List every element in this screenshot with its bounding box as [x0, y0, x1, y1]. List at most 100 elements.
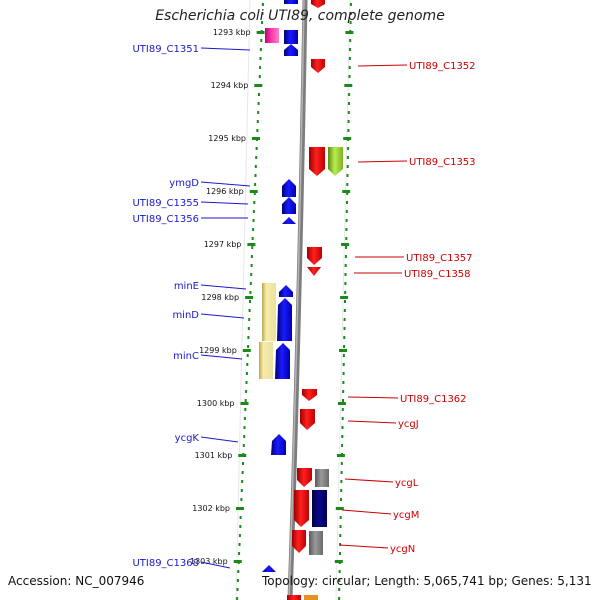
callout-line-right — [347, 396, 399, 399]
track-dot — [347, 147, 350, 150]
feature-ymgD[interactable] — [282, 179, 296, 197]
gene-label-left[interactable]: UTI89_C1351 — [132, 44, 199, 55]
tick-mark-left — [238, 454, 247, 457]
track-dot — [340, 480, 343, 483]
gene-label-left[interactable]: ymgD — [169, 178, 199, 189]
genome-backbone — [287, 0, 308, 600]
feature-ycgM[interactable] — [294, 490, 309, 527]
feature-C1355[interactable] — [282, 197, 296, 214]
track-dot — [346, 174, 349, 177]
gene-label-right[interactable]: UTI89_C1358 — [404, 269, 471, 280]
callout-line-left — [200, 201, 249, 205]
track-dot — [253, 192, 256, 195]
feature-yellow-2[interactable] — [259, 342, 273, 379]
gene-label-left[interactable]: UTI89_C1368 — [132, 558, 199, 569]
track-dot — [254, 174, 257, 177]
callout-line-right — [357, 160, 408, 163]
tick-label: 1294 kbp — [211, 81, 249, 90]
feature-bottom-red[interactable] — [287, 595, 301, 600]
tick-label: 1295 kbp — [208, 134, 246, 143]
feature-minD[interactable] — [277, 298, 292, 341]
feature-C1362[interactable] — [302, 389, 317, 401]
feature-blue-1351b[interactable] — [284, 44, 298, 56]
track-dot — [342, 381, 345, 384]
tick-mark-right — [335, 507, 344, 510]
track-dot — [338, 597, 341, 600]
track-dot — [256, 129, 259, 132]
feature-pink[interactable] — [265, 28, 279, 43]
tick-label: 1298 kbp — [201, 293, 239, 302]
gene-label-right[interactable]: ycgM — [393, 510, 419, 521]
track-dot — [236, 579, 239, 582]
gene-label-right[interactable]: UTI89_C1352 — [409, 61, 476, 72]
feature-ycgL[interactable] — [297, 468, 312, 487]
track-dot — [347, 120, 350, 123]
tick-mark-right — [344, 84, 353, 87]
feature-yellow-1[interactable] — [262, 283, 276, 341]
feature-ycgM-navy[interactable] — [312, 490, 327, 527]
tick-mark-right — [343, 137, 352, 140]
genome-stats-text: Topology: circular; Length: 5,065,741 bp… — [262, 574, 592, 588]
feature-C1357[interactable] — [307, 247, 322, 265]
track-dot — [340, 471, 343, 474]
feature-minC[interactable] — [275, 343, 290, 379]
feature-minE[interactable] — [279, 285, 293, 297]
track-dot — [250, 255, 253, 258]
track-dot — [244, 408, 247, 411]
gene-label-left[interactable]: ycgK — [175, 433, 200, 444]
track-dot — [344, 291, 347, 294]
feature-ycgK[interactable] — [271, 434, 286, 455]
gene-label-right[interactable]: UTI89_C1353 — [409, 157, 476, 168]
feature-ycgJ[interactable] — [300, 409, 315, 430]
track-dot — [254, 183, 257, 186]
genome-backbone-highlight — [288, 0, 305, 600]
track-dot — [246, 354, 249, 357]
gene-label-right[interactable]: UTI89_C1357 — [406, 253, 473, 264]
feature-C1358[interactable] — [307, 267, 321, 276]
feature-ycgL-gray[interactable] — [315, 469, 329, 487]
feature-C1368[interactable] — [262, 565, 276, 572]
track-dot — [245, 381, 248, 384]
feature-red-top[interactable] — [311, 0, 325, 8]
feature-blue-top[interactable] — [284, 0, 298, 4]
feature-C1353-green[interactable] — [328, 147, 343, 176]
track-dot — [245, 390, 248, 393]
feature-C1353-red[interactable] — [309, 147, 325, 176]
gene-label-left[interactable]: minD — [172, 310, 199, 321]
gene-label-left[interactable]: UTI89_C1355 — [132, 198, 199, 209]
track-dot — [345, 210, 348, 213]
track-dot — [341, 408, 344, 411]
right-strand-features — [287, 0, 343, 600]
track-dot — [341, 444, 344, 447]
feature-C1352[interactable] — [311, 59, 325, 73]
gene-label-right[interactable]: ycgL — [395, 478, 419, 489]
track-dot — [348, 66, 351, 69]
gene-label-left[interactable]: minE — [174, 281, 199, 292]
feature-ycgN-gray[interactable] — [309, 531, 323, 555]
tick-mark-right — [339, 349, 347, 352]
gene-label-right[interactable]: ycgJ — [398, 419, 419, 430]
track-dot — [259, 57, 262, 60]
tick-mark-right — [341, 243, 350, 246]
tick-mark-left — [247, 243, 256, 246]
track-dot — [339, 543, 342, 546]
track-dot — [349, 12, 352, 15]
tick-mark-left — [233, 560, 242, 563]
feature-C1356[interactable] — [282, 217, 296, 224]
track-dot — [344, 264, 347, 267]
feature-blue-1351[interactable] — [284, 30, 298, 44]
track-dot — [348, 57, 351, 60]
track-dot — [239, 525, 242, 528]
accession-text: Accession: NC_007946 — [8, 574, 145, 588]
gene-label-left[interactable]: UTI89_C1356 — [132, 214, 199, 225]
gene-label-right[interactable]: UTI89_C1362 — [400, 394, 467, 405]
track-dot — [338, 579, 341, 582]
track-dot — [240, 489, 243, 492]
gene-label-right[interactable]: ycgN — [390, 544, 415, 555]
track-dot — [346, 156, 349, 159]
feature-ycgN[interactable] — [292, 530, 306, 553]
track-dot — [341, 426, 344, 429]
track-dot — [244, 399, 247, 402]
gene-label-left[interactable]: minC — [173, 351, 199, 362]
feature-bottom-orange[interactable] — [304, 595, 318, 600]
